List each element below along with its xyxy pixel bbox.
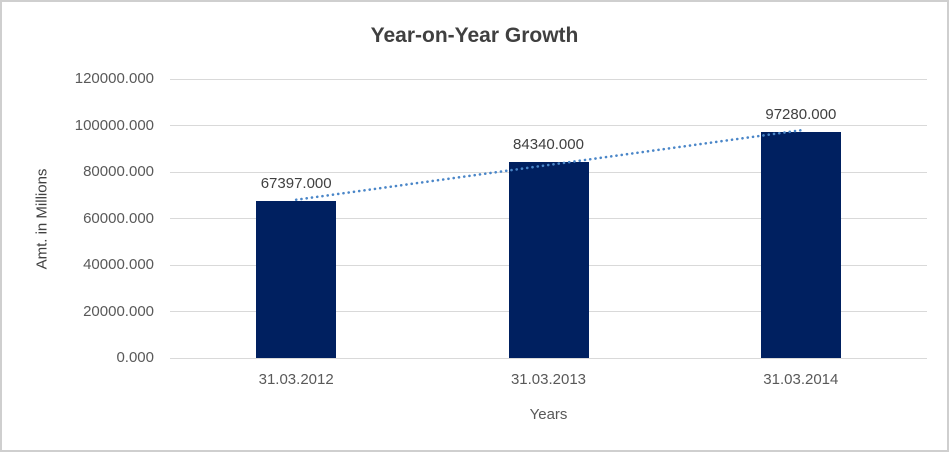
y-tick-label: 100000.000 <box>74 116 154 134</box>
x-tick-label: 31.03.2012 <box>258 371 334 388</box>
gridline <box>170 357 927 359</box>
bar-data-label: 84340.000 <box>513 135 584 153</box>
bar <box>508 161 589 358</box>
gridline <box>170 78 927 80</box>
x-tick-label: 31.03.2013 <box>510 371 587 388</box>
x-axis-title: Years <box>529 406 568 423</box>
bar-data-label: 67397.000 <box>260 175 332 193</box>
y-tick-label: 20000.000 <box>83 302 154 320</box>
y-tick-label: 40000.000 <box>83 256 154 273</box>
x-tick-label: 31.03.2014 <box>763 371 839 388</box>
y-tick-label: 80000.000 <box>83 163 154 180</box>
chart-title: Year-on-Year Growth <box>370 24 579 47</box>
bar-data-label: 97280.000 <box>765 105 837 123</box>
gridline <box>170 125 927 126</box>
y-tick-label: 60000.000 <box>83 209 154 227</box>
bar <box>256 201 337 358</box>
y-tick-label: 120000.000 <box>74 70 154 87</box>
bar <box>760 131 841 358</box>
y-tick-label: 0.000 <box>116 349 154 366</box>
